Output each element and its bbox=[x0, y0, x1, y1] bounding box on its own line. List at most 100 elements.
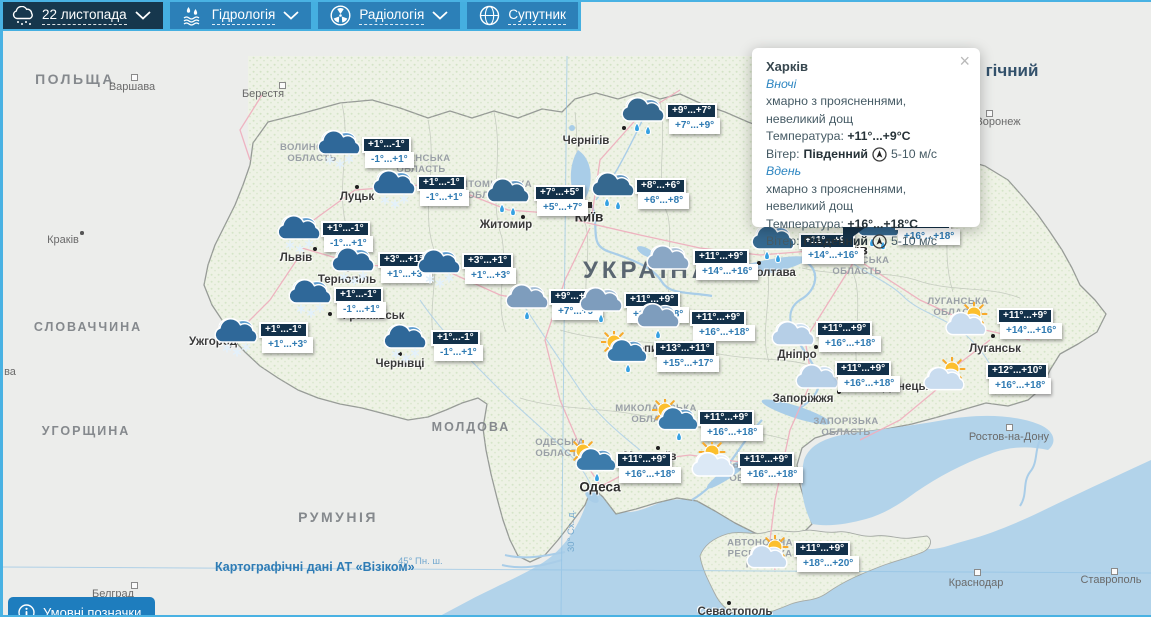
rain-cloud-soft-icon[interactable] bbox=[635, 299, 683, 343]
badge-day-temp: +15°...+17° bbox=[657, 356, 720, 372]
sun-rain-cloud-icon[interactable] bbox=[569, 437, 618, 484]
snow-cloud-icon[interactable] bbox=[382, 320, 430, 364]
satellite-button[interactable]: Супутник bbox=[467, 2, 578, 29]
sun-rain-cloud-icon[interactable] bbox=[600, 328, 649, 375]
radiation-icon bbox=[330, 5, 351, 26]
snow-cloud-icon[interactable] bbox=[330, 243, 378, 287]
popup-day-temp: Температура: +16°...+18°С bbox=[766, 216, 919, 231]
station-badge-ivano-frankivsk[interactable]: +1°...-1° -1°...+1° bbox=[334, 284, 386, 318]
station-badge-kropyvnytskyi[interactable]: +13°...+11° +15°...+17° bbox=[654, 338, 720, 372]
station-badge-cherkasy-east[interactable]: +11°...+9° +14°...+16° bbox=[693, 246, 759, 280]
station-badge-chernivtsi[interactable]: +1°...-1° -1°...+1° bbox=[431, 327, 483, 361]
station-badge-volyn[interactable]: +1°...-1° -1°...+1° bbox=[362, 134, 414, 168]
station-badge-donetsk[interactable]: +12°...+10° +16°...+18° bbox=[986, 360, 1052, 394]
rain-cloud-icon[interactable] bbox=[485, 174, 533, 218]
station-badge-dnipro[interactable]: +11°...+9° +16°...+18° bbox=[816, 318, 882, 352]
badge-day-temp: -1°...+1° bbox=[365, 152, 414, 168]
badge-night-temp: +11°...+9° bbox=[738, 452, 795, 468]
station-badge-odesa[interactable]: +11°...+9° +16°...+18° bbox=[616, 449, 682, 483]
station-badge-kremenchuk[interactable]: +11°...+9° +16°...+18° bbox=[690, 307, 756, 341]
station-badge-ternopil[interactable]: +3°...+1° +1°...+3° bbox=[378, 249, 433, 283]
popup-night-period[interactable]: Вночі bbox=[766, 76, 797, 91]
wind-direction-icon bbox=[872, 147, 887, 162]
badge-day-temp: +5°...+7° bbox=[537, 200, 589, 216]
rain-cloud-soft-icon[interactable] bbox=[504, 280, 552, 324]
station-badge-rivne[interactable]: +1°...-1° -1°...+1° bbox=[417, 172, 469, 206]
badge-day-temp: +16°...+18° bbox=[619, 467, 682, 483]
rain-cloud-icon[interactable] bbox=[750, 221, 798, 265]
station-badge-khmelnytskyi[interactable]: +3°...+1° +1°...+3° bbox=[462, 250, 517, 284]
chevron-down-icon bbox=[283, 11, 299, 20]
badge-day-temp: +6°...+8° bbox=[638, 193, 690, 209]
badge-night-temp: +1°...-1° bbox=[334, 287, 383, 303]
station-badge-zhytomyr[interactable]: +7°...+5° +5°...+7° bbox=[534, 182, 589, 216]
close-icon[interactable]: × bbox=[959, 51, 970, 71]
hydrology-dropdown[interactable]: Гідрологія bbox=[169, 2, 312, 29]
cloud-light-icon[interactable] bbox=[770, 317, 818, 361]
popup-city-title: Харків bbox=[766, 59, 808, 74]
sun-rain-cloud-icon[interactable] bbox=[651, 396, 700, 443]
badge-night-temp: +11°...+9° bbox=[690, 310, 747, 326]
rain-cloud-icon[interactable] bbox=[620, 93, 668, 137]
badge-night-temp: +11°...+9° bbox=[835, 361, 892, 377]
badge-day-temp: +16°...+18° bbox=[989, 378, 1052, 394]
snow-cloud-icon[interactable] bbox=[287, 275, 335, 319]
sun-cloud-icon[interactable] bbox=[922, 355, 970, 401]
weather-popup: × Харків Вночі хмарно з проясненнями, не… bbox=[752, 48, 980, 249]
popup-day-desc: хмарно з проясненнями, невеликий дощ bbox=[766, 181, 907, 214]
snow-cloud-icon[interactable] bbox=[276, 211, 324, 255]
chevron-down-icon bbox=[432, 11, 448, 20]
snow-cloud-icon[interactable] bbox=[371, 166, 419, 210]
badge-night-temp: +11°...+9° bbox=[816, 321, 873, 337]
frame-bottom bbox=[0, 615, 1151, 617]
rain-cloud-soft-icon[interactable] bbox=[578, 283, 626, 327]
station-badge-mykolaiv[interactable]: +11°...+9° +16°...+18° bbox=[698, 407, 764, 441]
badge-night-temp: +11°...+9° bbox=[693, 249, 750, 265]
station-badge-crimea[interactable]: +11°...+9° +18°...+20° bbox=[794, 538, 860, 572]
popup-night-desc: хмарно з проясненнями, невеликий дощ bbox=[766, 94, 907, 126]
station-badge-zaporizhzhia[interactable]: +11°...+9° +16°...+18° bbox=[835, 358, 901, 392]
snow-cloud-icon[interactable] bbox=[213, 314, 261, 358]
sun-cloud-icon[interactable] bbox=[944, 300, 992, 346]
frame-left bbox=[0, 0, 3, 617]
sun-cloud-icon[interactable] bbox=[745, 533, 793, 579]
hydrology-icon bbox=[183, 6, 200, 26]
station-badge-uzhhorod[interactable]: +1°...-1° +1°...+3° bbox=[259, 319, 314, 353]
snow-cloud-icon[interactable] bbox=[316, 126, 364, 170]
snow-cloud-icon[interactable] bbox=[416, 245, 464, 289]
rain-cloud-icon[interactable] bbox=[590, 168, 638, 212]
badge-night-temp: +3°...+1° bbox=[462, 253, 514, 269]
station-badge-chernihiv[interactable]: +9°...+7° +7°...+9° bbox=[666, 100, 721, 134]
date-forecast-dropdown[interactable]: 22 листопада bbox=[0, 2, 163, 29]
badge-night-temp: +1°...-1° bbox=[321, 221, 370, 237]
badge-day-temp: +16°...+18° bbox=[838, 376, 901, 392]
badge-day-temp: +16°...+18° bbox=[819, 336, 882, 352]
popup-day-period[interactable]: Вдень bbox=[766, 164, 802, 178]
badge-night-temp: +9°...+7° bbox=[666, 103, 718, 119]
badge-day-temp: +16°...+18° bbox=[741, 467, 804, 483]
radiology-dropdown[interactable]: Радіологія bbox=[318, 2, 461, 29]
badge-day-temp: +18°...+20° bbox=[797, 556, 860, 572]
badge-day-temp: +16°...+18° bbox=[693, 325, 756, 341]
badge-day-temp: -1°...+1° bbox=[337, 302, 386, 318]
badge-day-temp: -1°...+1° bbox=[420, 190, 469, 206]
popup-day-wind: Вітер: Південний 5-10 м/с bbox=[766, 234, 938, 249]
badge-day-temp: +7°...+9° bbox=[669, 118, 721, 134]
badge-night-temp: +11°...+9° bbox=[997, 308, 1054, 324]
station-badge-kyiv[interactable]: +8°...+6° +6°...+8° bbox=[635, 175, 690, 209]
cloud-light-icon[interactable] bbox=[794, 360, 842, 404]
sun-pale-cloud-icon[interactable] bbox=[688, 438, 736, 486]
badge-day-temp: -1°...+1° bbox=[434, 345, 483, 361]
legend-button[interactable]: Умовні позначки bbox=[8, 597, 156, 617]
badge-night-temp: +7°...+5° bbox=[534, 185, 586, 201]
badge-night-temp: +11°...+9° bbox=[794, 541, 851, 557]
badge-day-temp: +16°...+18° bbox=[701, 425, 764, 441]
badge-night-temp: +1°...-1° bbox=[259, 322, 308, 338]
station-badge-luhansk[interactable]: +11°...+9° +14°...+16° bbox=[997, 305, 1063, 339]
frame-top bbox=[0, 0, 1151, 2]
badge-day-temp: +14°...+16° bbox=[696, 264, 759, 280]
station-badge-kherson[interactable]: +11°...+9° +16°...+18° bbox=[738, 449, 804, 483]
cloud-icon[interactable] bbox=[645, 241, 693, 285]
popup-night-wind: Вітер: Південний 5-10 м/с bbox=[766, 146, 938, 162]
globe-icon bbox=[480, 5, 500, 26]
